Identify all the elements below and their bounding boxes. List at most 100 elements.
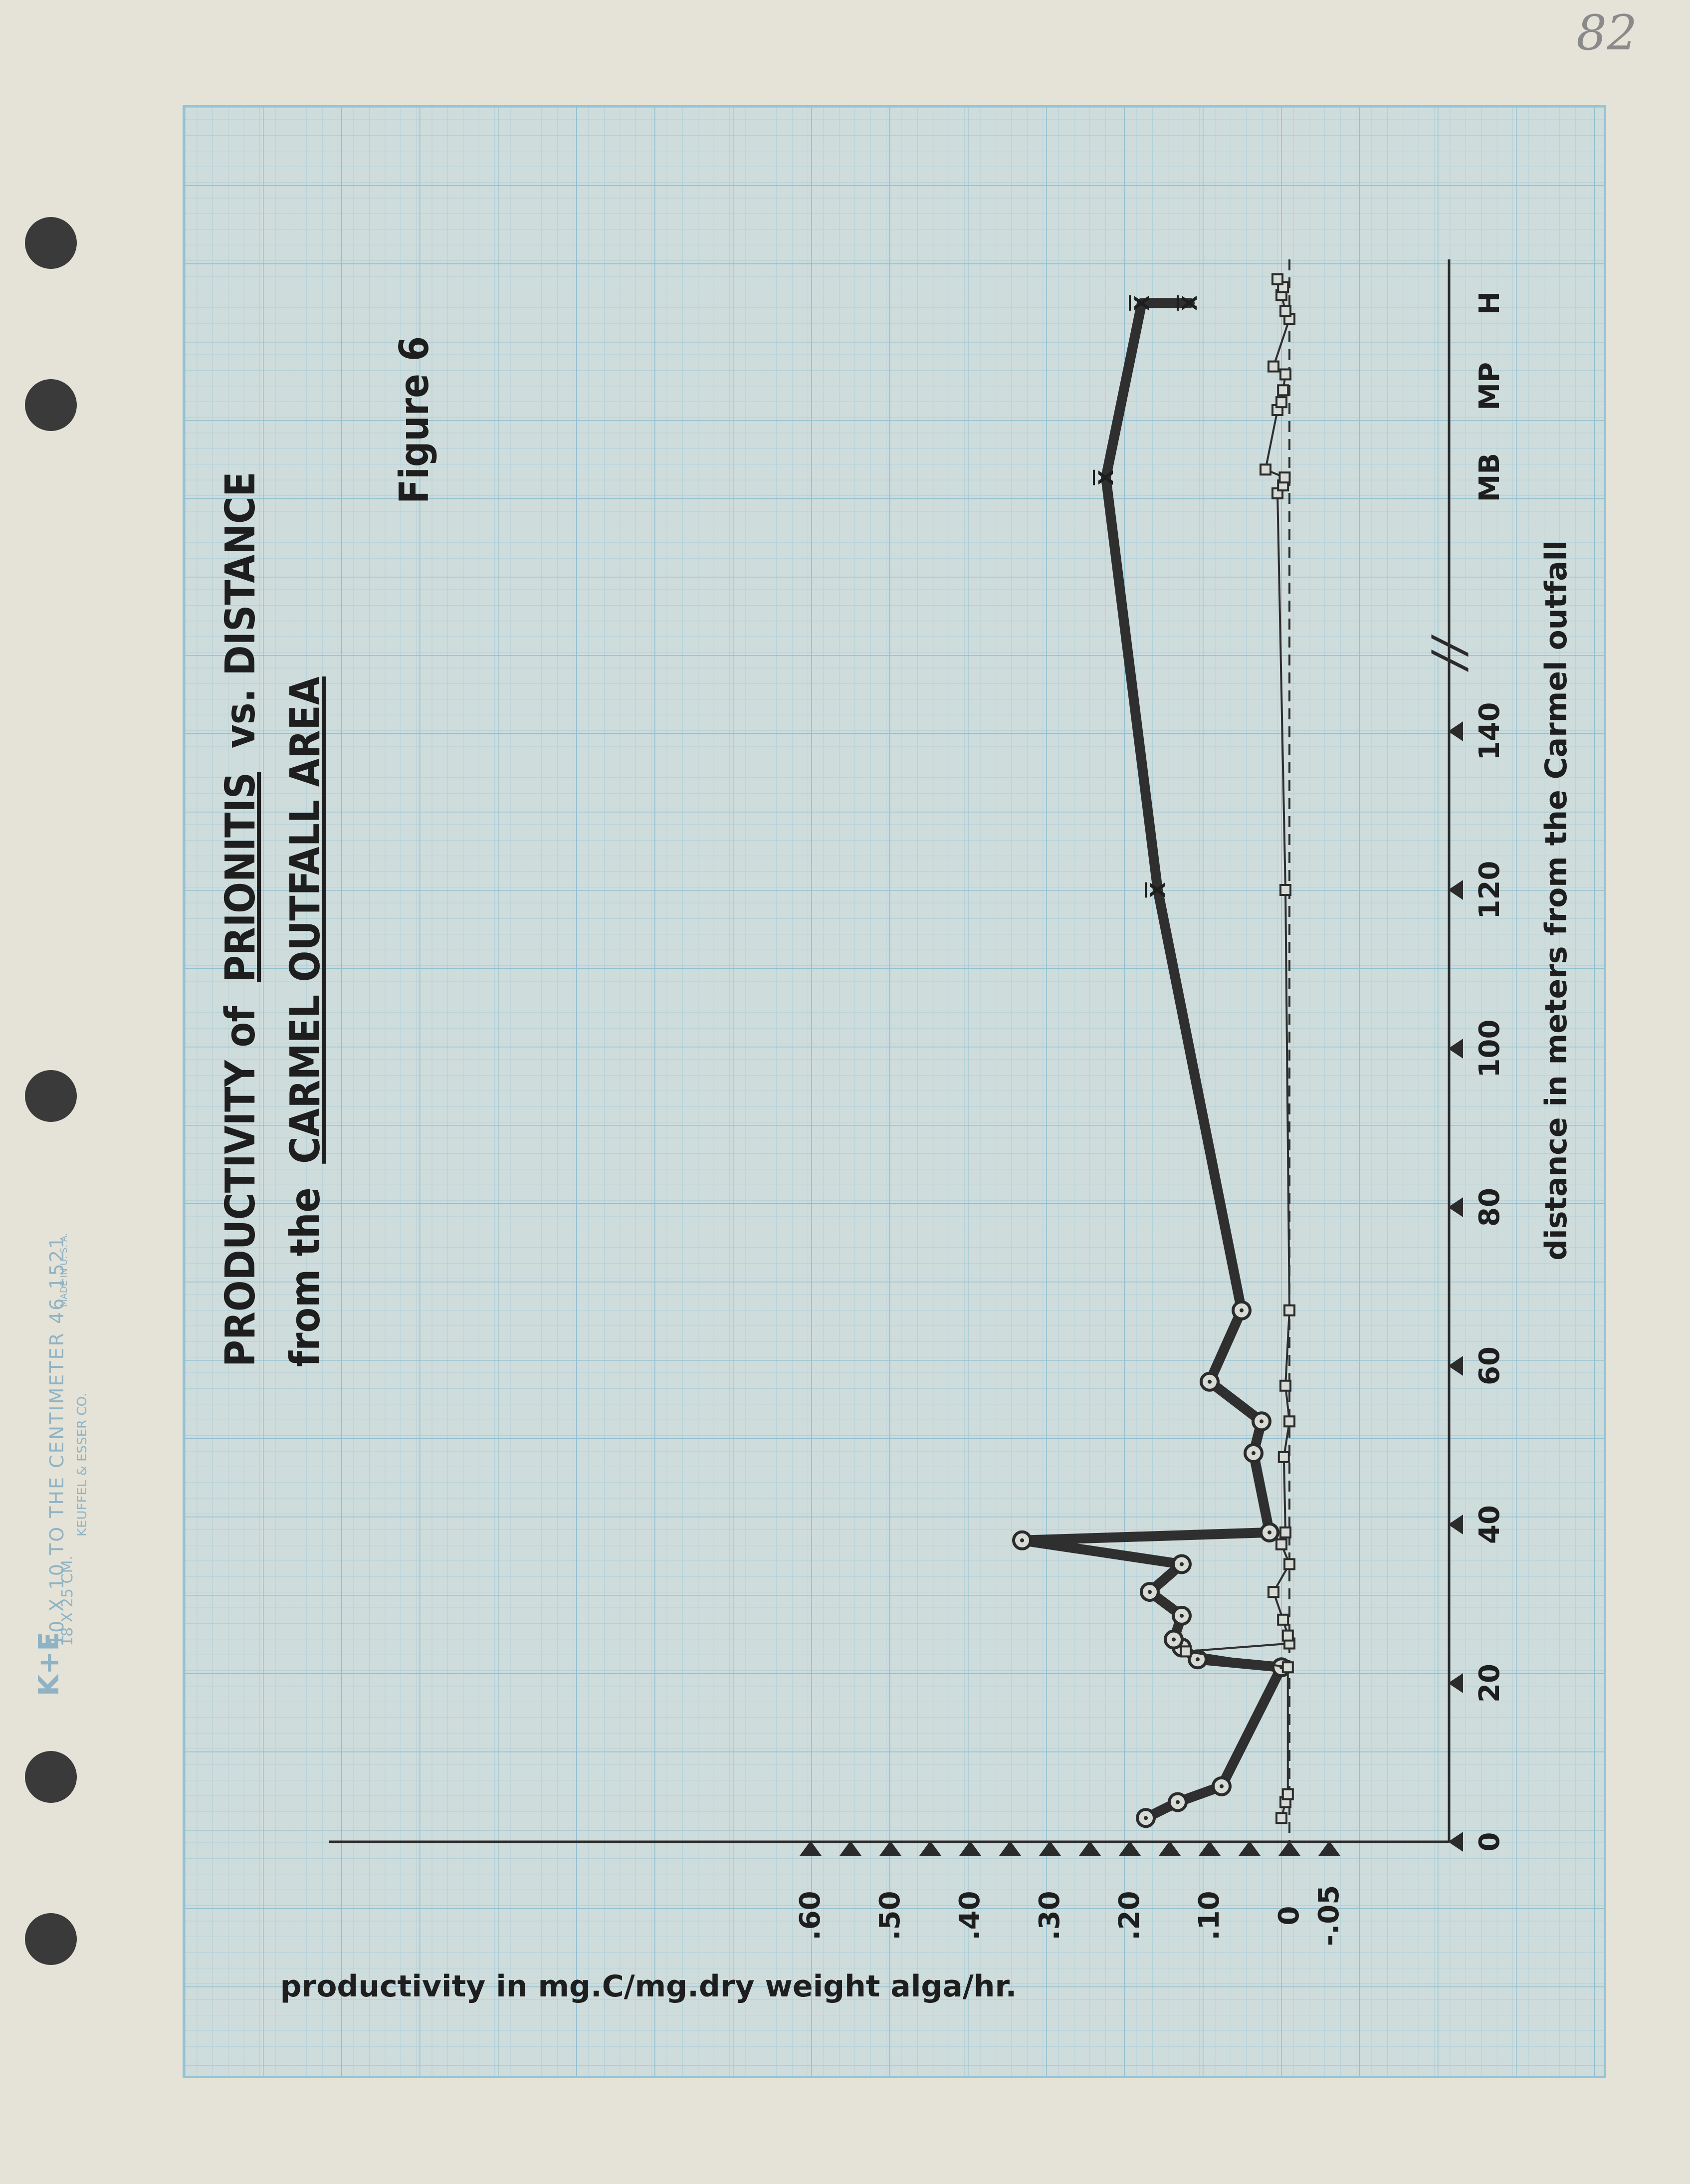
y-tick-mark [959, 1841, 981, 1856]
title-line1-species: PRIONITIS [217, 772, 264, 982]
x-tick-mark [1448, 721, 1463, 741]
series-1-point-center [1180, 1613, 1184, 1618]
series-2-point [1283, 1415, 1295, 1428]
y-tick-label: -.05 [1313, 1885, 1345, 1946]
y-tick-mark [1119, 1841, 1141, 1856]
series-2-point [1268, 360, 1279, 373]
y-minor-tick-mark [840, 1841, 861, 1856]
x-tick-label: 60 [1474, 1346, 1506, 1385]
chart-title-line2: from the CARMEL OUTFALL AREA [282, 676, 329, 1367]
series-2-point [1281, 1788, 1294, 1800]
y-minor-tick-mark [999, 1841, 1021, 1856]
binder-hole [25, 379, 77, 431]
y-tick-mark [1039, 1841, 1061, 1856]
series-2-point [1279, 305, 1291, 317]
series-1-point-center [1144, 1816, 1148, 1820]
series-1-line [1017, 298, 1286, 1823]
binder-hole [25, 217, 77, 269]
x-ticks-group: 0 20 40 60 80 100 120 140 MB MP H [1448, 291, 1506, 1852]
series-2-point [1275, 396, 1287, 409]
y-minor-tick-mark [1079, 1841, 1101, 1856]
series-1-mean-marker: X [1131, 295, 1154, 311]
chart-title-line1: PRODUCTIVITY of PRIONITIS vs. DISTANCE [217, 471, 264, 1367]
series-2-point [1277, 384, 1289, 397]
title-line2-place: CARMEL OUTFALL AREA [282, 676, 329, 1164]
y-tick-label: .60 [794, 1891, 827, 1940]
series-2-point [1268, 1586, 1279, 1598]
series-2-point [1283, 1558, 1295, 1570]
y-minor-tick-mark [1159, 1841, 1181, 1856]
series-1-point-center [1208, 1379, 1212, 1384]
y-axis-label: productivity in mg.C/mg.dry weight alga/… [280, 1969, 1017, 2004]
x-tick-label: 40 [1474, 1505, 1506, 1544]
series-2-point [1279, 1379, 1291, 1392]
title-line1-part1: PRODUCTIVITY of [217, 1006, 264, 1367]
y-tick-mark [1199, 1841, 1221, 1856]
x-tick-mark [1448, 1515, 1463, 1534]
series-1-point-center [1268, 1530, 1271, 1534]
y-tick-label: .30 [1034, 1891, 1066, 1940]
series-thin-line [1180, 273, 1295, 1824]
series-2-point [1281, 1661, 1294, 1674]
y-minor-tick-mark [919, 1841, 941, 1856]
series-1-point-center [1252, 1451, 1256, 1455]
x-tick-mark [1448, 1832, 1463, 1852]
x-tick-label: 0 [1474, 1832, 1506, 1852]
series-1-mean-marker: X [1095, 470, 1118, 485]
series-2-point [1277, 1613, 1289, 1626]
series-1-point-center [1020, 1538, 1024, 1542]
series-thick-line: X X X X [1012, 295, 1291, 1828]
series-2-point [1278, 471, 1291, 484]
y-tick-label: .40 [954, 1891, 986, 1940]
series-2-point [1275, 1538, 1287, 1550]
series-2-point [1271, 273, 1283, 285]
series-2-point [1260, 463, 1271, 476]
series-1-point-center [1176, 1800, 1180, 1804]
x-tick-label: MB [1474, 453, 1506, 502]
series-1-point-center [1260, 1419, 1264, 1424]
series-1-point-center [1240, 1308, 1244, 1312]
x-tick-label: 120 [1474, 861, 1506, 919]
series-1-point-center [1172, 1637, 1176, 1642]
graph-grid-frame [183, 105, 1606, 2078]
series-1-mean-marker: X [1147, 882, 1170, 897]
page-number: 82 [1576, 5, 1638, 61]
series-1-point-center [1196, 1657, 1200, 1662]
x-tick-label: 80 [1474, 1188, 1506, 1227]
series-2-point [1279, 884, 1291, 896]
binder-hole [25, 1751, 77, 1803]
x-tick-mark [1448, 1197, 1463, 1217]
y-tick-label: 0 [1273, 1906, 1305, 1926]
y-tick-mark [1318, 1841, 1340, 1856]
binder-hole [25, 1070, 77, 1122]
binder-hole [25, 1913, 77, 1965]
y-tick-label: .10 [1193, 1891, 1226, 1940]
x-tick-mark [1448, 880, 1463, 900]
series-2-point [1279, 368, 1291, 381]
series-1-point-center [1220, 1784, 1224, 1788]
axis-break-symbol: // [1423, 634, 1475, 672]
y-tick-mark [1278, 1841, 1300, 1856]
y-tick-label: .50 [874, 1891, 906, 1940]
series-2-point [1281, 1629, 1294, 1642]
title-line1-part3: vs. DISTANCE [217, 471, 264, 748]
y-tick-label: .20 [1113, 1891, 1146, 1940]
x-tick-label: 20 [1474, 1664, 1506, 1703]
x-tick-label: H [1474, 291, 1506, 315]
series-1-point-center [1180, 1562, 1184, 1566]
series-2-point [1279, 1526, 1291, 1538]
series-2-point [1180, 1645, 1192, 1658]
series-2-point [1277, 1451, 1290, 1463]
x-tick-mark [1448, 1039, 1463, 1059]
x-tick-label: 140 [1474, 702, 1506, 761]
axes-group [329, 259, 1451, 1843]
series-1-mean-marker: X [1179, 295, 1202, 311]
series-2-point [1283, 1304, 1295, 1316]
series-1-point-center [1148, 1590, 1152, 1594]
x-tick-mark [1448, 1673, 1463, 1693]
title-line2-part1: from the [282, 1187, 329, 1367]
y-tick-mark [800, 1841, 822, 1856]
figure-label: Figure 6 [391, 336, 437, 504]
